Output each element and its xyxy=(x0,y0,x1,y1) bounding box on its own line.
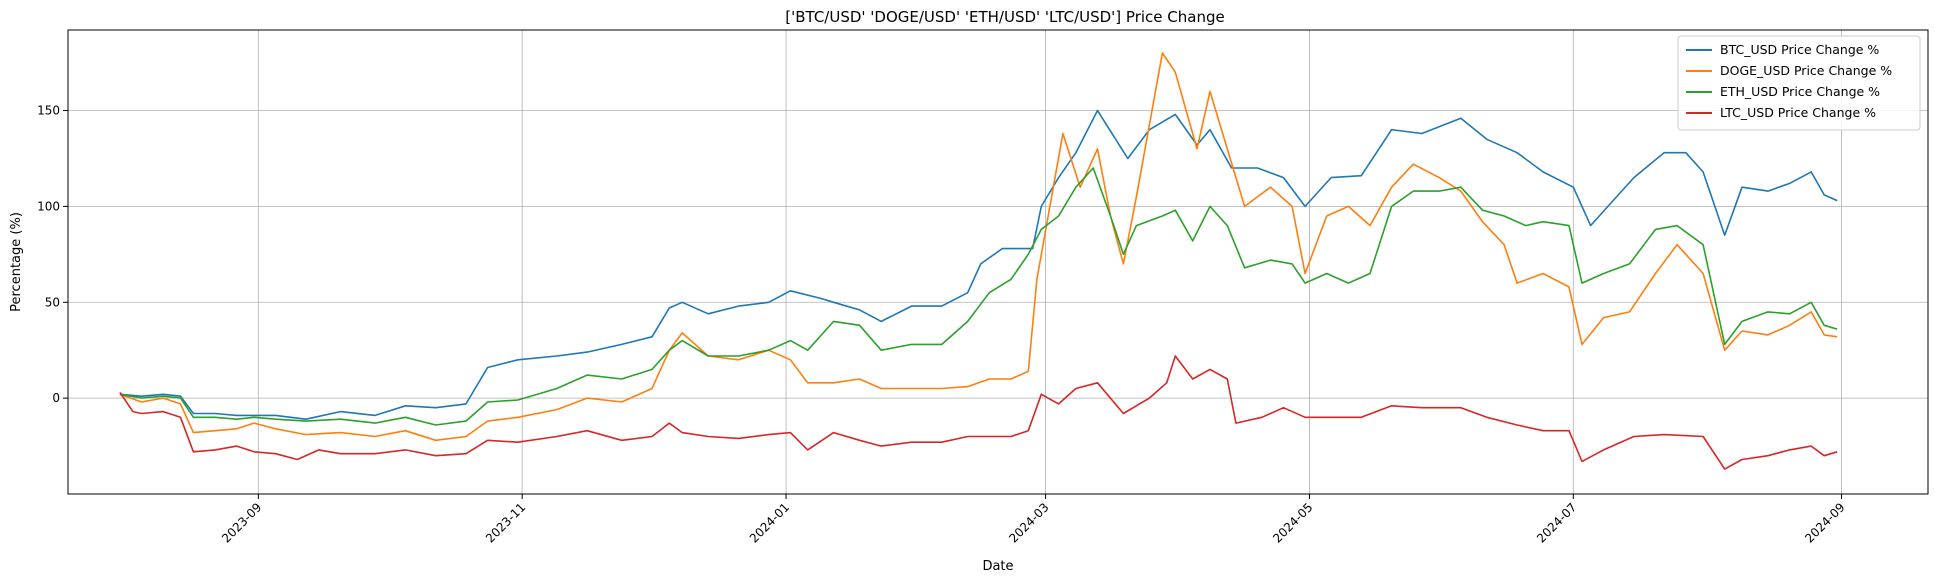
legend-label: ETH_USD Price Change % xyxy=(1720,84,1880,99)
y-tick-label: 100 xyxy=(37,199,60,213)
series-line-doge xyxy=(119,52,1838,442)
series-line-btc xyxy=(119,109,1838,421)
y-axis: 0 50 100 150 xyxy=(37,104,68,405)
x-axis-label: Date xyxy=(982,559,1013,574)
legend-label: BTC_USD Price Change % xyxy=(1720,42,1879,57)
series-line-eth xyxy=(119,167,1838,426)
y-axis-label: Percentage (%) xyxy=(9,212,24,312)
y-tick-label: 150 xyxy=(37,104,60,118)
legend: BTC_USD Price Change % DOGE_USD Price Cha… xyxy=(1677,35,1921,131)
chart-title: ['BTC/USD' 'DOGE/USD' 'ETH/USD' 'LTC/USD… xyxy=(785,8,1224,26)
legend-label: LTC_USD Price Change % xyxy=(1720,105,1876,120)
y-tick-label: 0 xyxy=(52,391,60,405)
legend-box xyxy=(1677,35,1921,131)
series-lines xyxy=(119,52,1838,470)
legend-label: DOGE_USD Price Change % xyxy=(1720,63,1892,78)
series-line-ltc xyxy=(119,355,1838,470)
plot-frame xyxy=(67,29,1929,495)
y-tick-label: 50 xyxy=(45,295,60,309)
